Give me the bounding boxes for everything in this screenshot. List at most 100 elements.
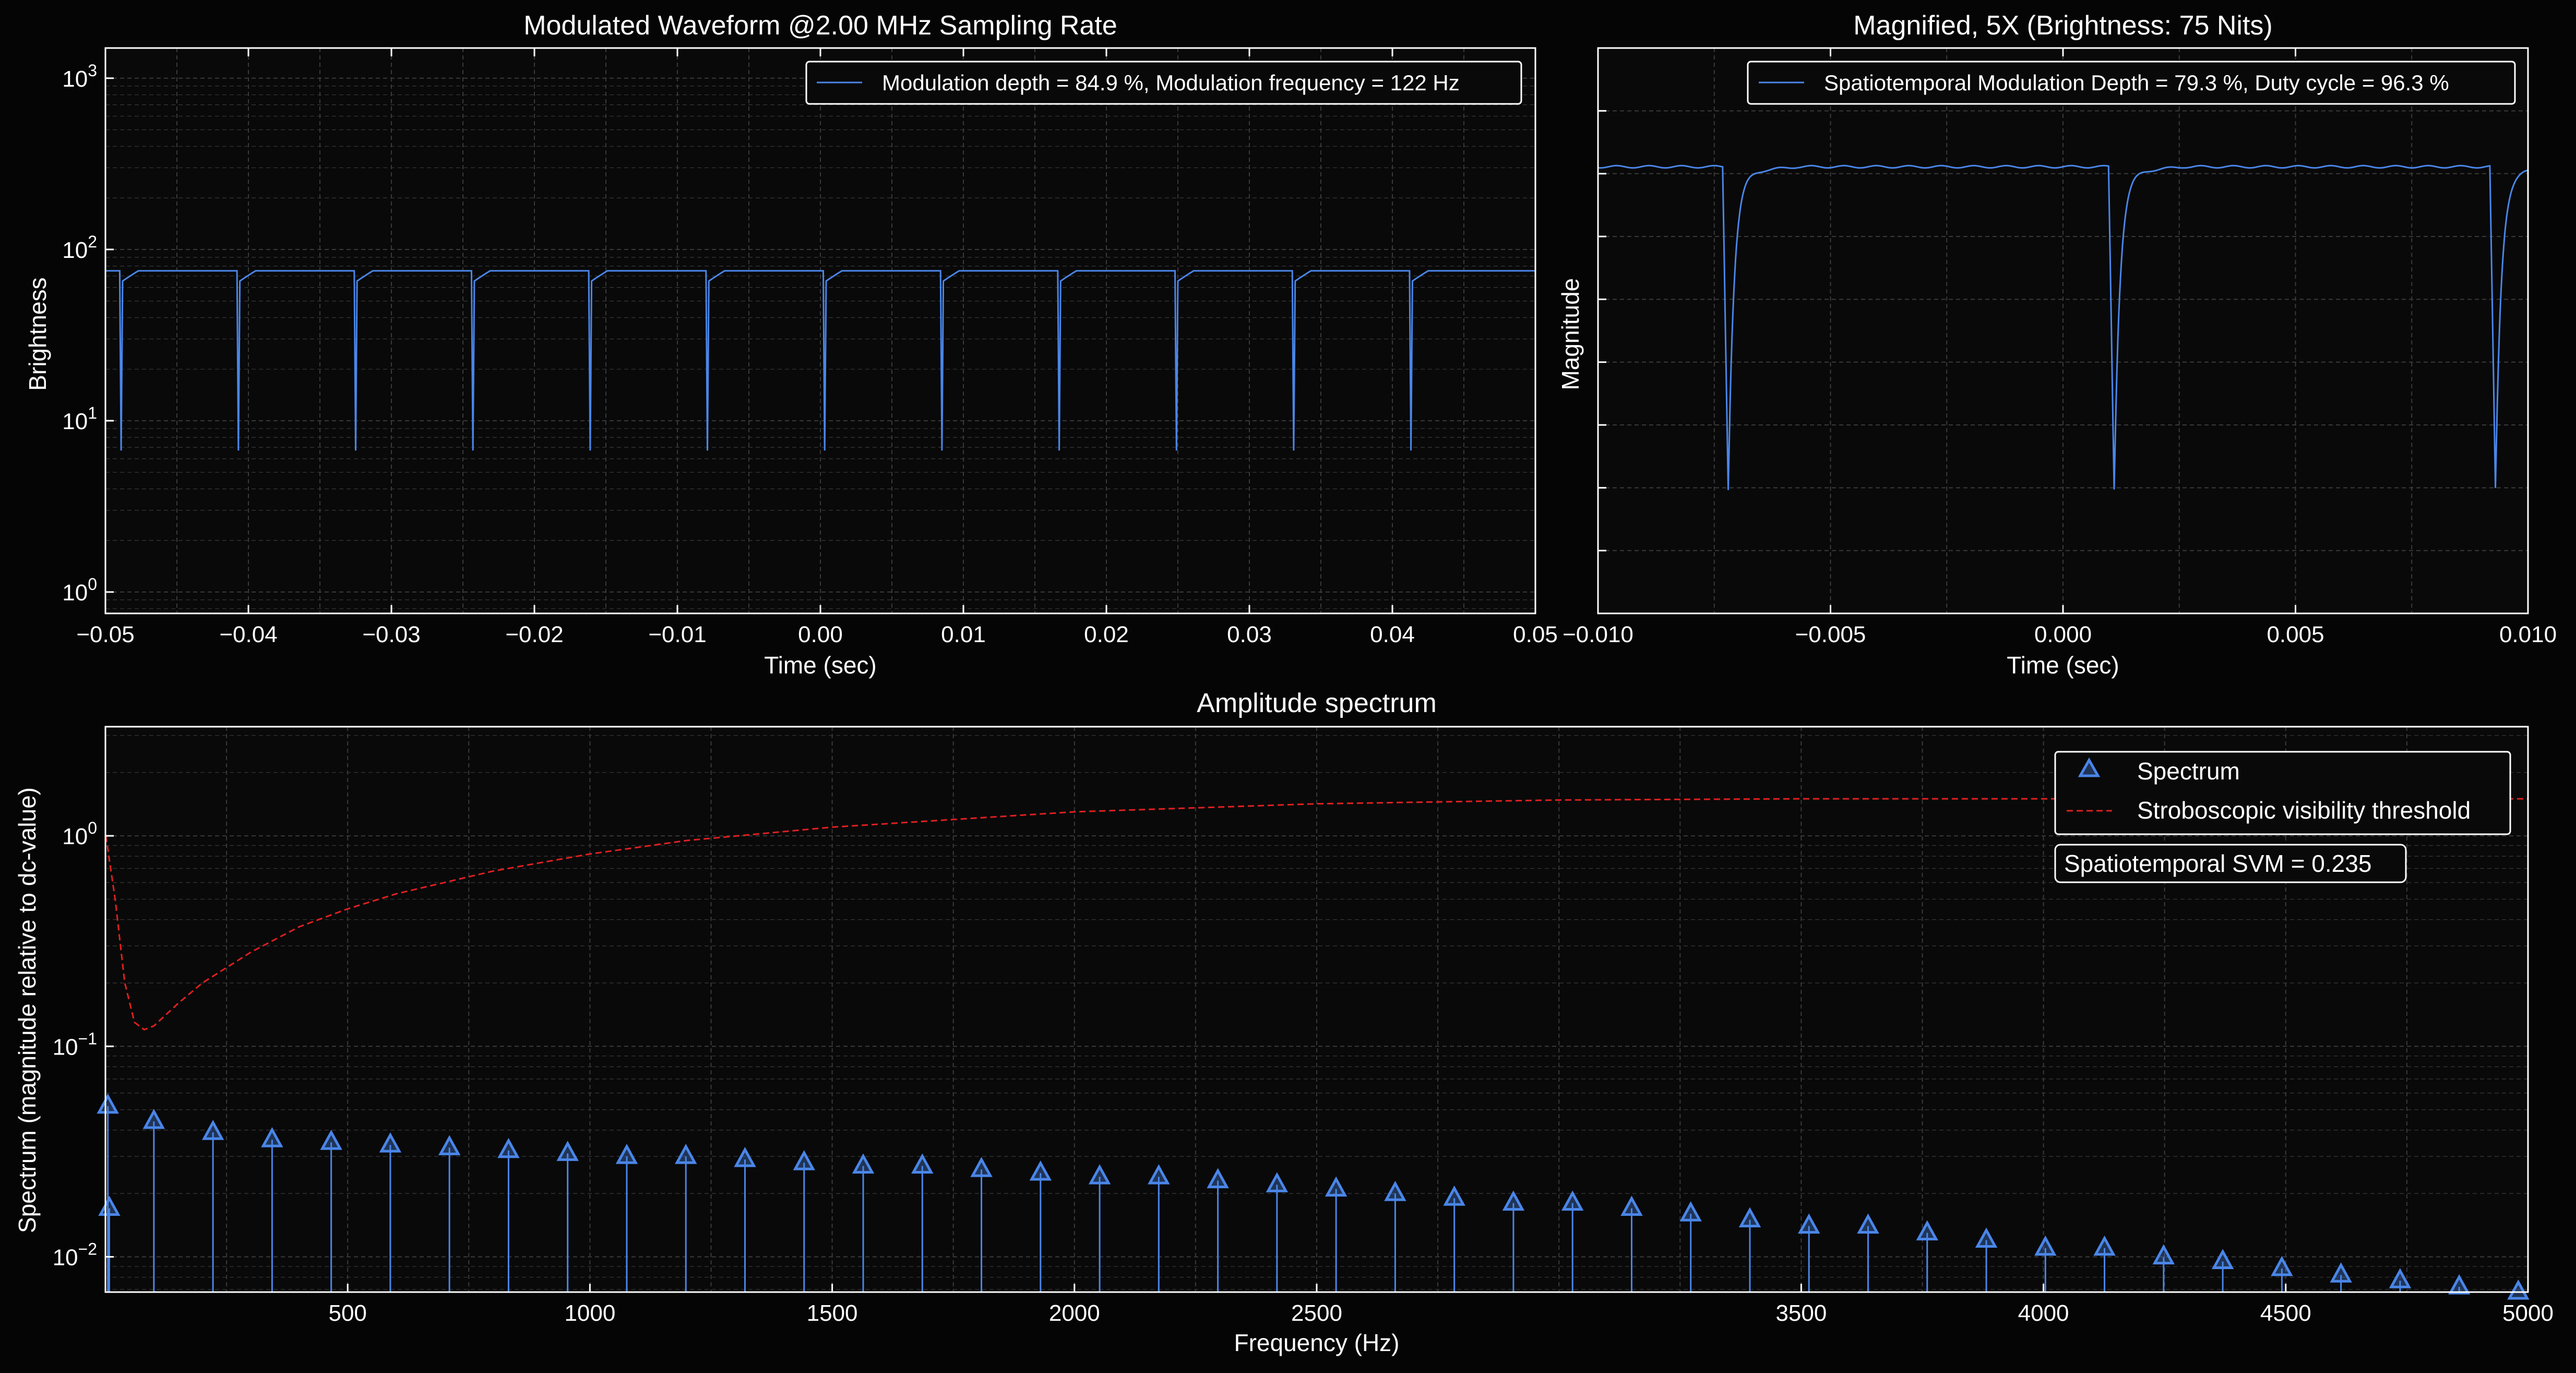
- waveform-x-tick-label: 0.05: [1513, 622, 1558, 647]
- threshold-line: [105, 798, 2528, 1031]
- spectrum-legend-label: Spectrum: [2137, 757, 2240, 785]
- magnified-title: Magnified, 5X (Brightness: 75 Nits): [1853, 10, 2272, 41]
- spectrum-marker: [1148, 1164, 1170, 1185]
- waveform-title: Modulated Waveform @2.00 MHz Sampling Ra…: [523, 10, 1117, 41]
- spectrum-x-tick-label: 4000: [2018, 1300, 2069, 1326]
- spectrum-marker: [1325, 1176, 1347, 1197]
- spectrum-marker: [1384, 1180, 1406, 1201]
- spectrum-marker: [2093, 1235, 2116, 1256]
- spectrum-y-tick-label: 100: [62, 819, 97, 849]
- spectrum-marker: [2330, 1262, 2352, 1283]
- spectrum-marker: [1798, 1213, 1820, 1234]
- spectrum-marker: [1561, 1190, 1584, 1211]
- waveform-line: [105, 270, 1535, 451]
- magnified-ticks: −0.010 −0.005 0.000 0.005 0.010: [1563, 48, 2557, 647]
- spectrum-ticks: 500 1000 1500 2000 2500 3500 4000 4500 5000 10−2 1…: [53, 819, 2554, 1326]
- spectrum-marker: [911, 1153, 934, 1174]
- waveform-x-tick-label: 0.01: [941, 622, 986, 647]
- magnified-axes-face: [1598, 48, 2528, 613]
- waveform-x-tick-label: −0.01: [648, 622, 706, 647]
- magnified-ylabel: Magnitude: [1557, 278, 1584, 390]
- spectrum-marker: [497, 1138, 520, 1158]
- spectrum-x-tick-label: 1500: [807, 1300, 858, 1326]
- magnified-line: [1597, 164, 2529, 490]
- magnified-panel: −0.010 −0.005 0.000 0.005 0.010 Magnified, 5…: [1557, 10, 2557, 679]
- spectrum-marker: [1916, 1220, 1939, 1241]
- waveform-y-tick-label: 103: [62, 61, 97, 92]
- waveform-x-tick-label: −0.02: [505, 622, 563, 647]
- spectrum-marker: [1857, 1213, 1879, 1234]
- waveform-xlabel: Time (sec): [764, 652, 877, 679]
- spectrum-x-tick-label: 500: [328, 1300, 366, 1326]
- magnified-legend-box: [1747, 61, 2516, 105]
- waveform-panel: −0.05 −0.04 −0.03 −0.02 −0.01 0.00 0.01 0.02 0.0…: [24, 10, 1558, 679]
- magnified-series: [1597, 164, 2529, 490]
- spectrum-xlabel: Frequency (Hz): [1234, 1329, 1400, 1356]
- magnified-legend-label: Spatiotemporal Modulation Depth = 79.3 %…: [1824, 70, 2449, 95]
- waveform-x-tick-label: −0.03: [362, 622, 420, 647]
- spectrum-legend-marker: [2078, 757, 2101, 777]
- spectrum-marker: [674, 1143, 697, 1164]
- spectrum-marker: [320, 1129, 342, 1150]
- waveform-x-tick-label: −0.05: [76, 622, 134, 647]
- spectrum-marker: [852, 1153, 875, 1174]
- spectrum-marker: [2448, 1274, 2471, 1295]
- spectrum-marker: [1975, 1227, 1998, 1248]
- spectrum-x-tick-label: 5000: [2502, 1300, 2554, 1326]
- spectrum-marker: [970, 1156, 993, 1177]
- waveform-ylabel: Brightness: [24, 277, 51, 390]
- spectrum-marker: [2152, 1244, 2175, 1264]
- magnified-x-tick-label: −0.005: [1795, 622, 1866, 647]
- magnified-x-tick-label: 0.000: [2034, 622, 2092, 647]
- waveform-y-tick-label: 100: [62, 575, 97, 606]
- spectrum-marker: [1088, 1164, 1111, 1185]
- svm-annotation-text: Spatiotemporal SVM = 0.235: [2064, 850, 2371, 877]
- spectrum-marker: [438, 1135, 461, 1155]
- spectrum-y-tick-label: 10−2: [53, 1239, 97, 1270]
- spectrum-x-tick-label: 3500: [1775, 1300, 1827, 1326]
- waveform-ticks: −0.05 −0.04 −0.03 −0.02 −0.01 0.00 0.01 0.02 0.0…: [62, 48, 1558, 647]
- waveform-x-tick-label: −0.04: [219, 622, 277, 647]
- spectrum-marker: [2211, 1249, 2234, 1269]
- spectrum-marker: [1207, 1168, 1229, 1189]
- waveform-x-tick-label: 0.03: [1227, 622, 1272, 647]
- magnified-x-tick-label: 0.005: [2267, 622, 2324, 647]
- spectrum-marker: [97, 1093, 119, 1114]
- spectrum-marker: [1620, 1196, 1643, 1216]
- waveform-y-tick-label: 102: [62, 232, 97, 263]
- magnified-x-tick-label: 0.010: [2499, 622, 2557, 647]
- spectrum-marker: [2034, 1235, 2057, 1256]
- magnified-legend: Spatiotemporal Modulation Depth = 79.3 %…: [1747, 61, 2516, 105]
- threshold-legend-label: Stroboscopic visibility threshold: [2137, 797, 2471, 824]
- spectrum-marker: [615, 1143, 638, 1164]
- spectrum-x-tick-label: 1000: [564, 1300, 615, 1326]
- magnified-x-tick-label: −0.010: [1563, 622, 1633, 647]
- spectrum-x-tick-label: 2000: [1049, 1300, 1100, 1326]
- spectrum-legend-box: [2054, 751, 2511, 835]
- waveform-legend: Modulation depth = 84.9 %, Modulation fr…: [805, 61, 1522, 105]
- magnified-xlabel: Time (sec): [2007, 652, 2119, 679]
- spectrum-marker: [1679, 1201, 1702, 1222]
- spectrum-marker: [1443, 1185, 1465, 1206]
- svm-annotation: Spatiotemporal SVM = 0.235: [2054, 844, 2407, 883]
- spectrum-marker: [1029, 1160, 1052, 1181]
- spectrum-marker: [142, 1108, 165, 1129]
- spectrum-marker: [2389, 1268, 2412, 1288]
- spectrum-marker: [2271, 1256, 2293, 1276]
- spectrum-ylabel: Spectrum (magnitude relative to dc-value…: [14, 787, 41, 1233]
- spectrum-marker: [1266, 1172, 1289, 1192]
- spectrum-marker: [379, 1132, 402, 1153]
- waveform-x-tick-label: 0.00: [798, 622, 843, 647]
- spectrum-marker: [261, 1127, 283, 1147]
- spectrum-marker: [201, 1119, 224, 1140]
- waveform-x-tick-label: 0.04: [1370, 622, 1415, 647]
- spectrum-marker: [734, 1146, 756, 1167]
- spectrum-panel: 500 1000 1500 2000 2500 3500 4000 4500 5000 10−2 1…: [14, 688, 2554, 1356]
- waveform-series: [105, 270, 1535, 451]
- spectrum-marker: [556, 1141, 579, 1161]
- magnified-grid: [1598, 48, 2528, 613]
- spectrum-y-tick-label: 10−1: [53, 1029, 97, 1060]
- spectrum-legend: Spectrum Stroboscopic visibility thresho…: [2054, 751, 2511, 835]
- spectrum-marker: [1738, 1207, 1761, 1227]
